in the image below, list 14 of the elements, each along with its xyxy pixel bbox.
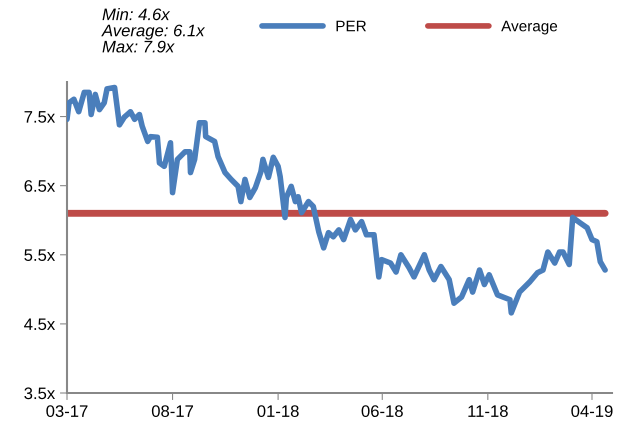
y-tick-label: 4.5x — [24, 318, 56, 330]
x-tick-label: 08-17 — [152, 405, 194, 418]
text: Min: 4.6x Average: 6.1x Max: 7.9x — [101, 8, 206, 53]
y-tick-label: 5.5x — [24, 249, 56, 261]
y-tick-label: 6.5x — [24, 180, 56, 192]
x-tick-label: 04-19 — [571, 405, 613, 418]
x-tick-label: 03-17 — [46, 405, 88, 418]
x-tick-label: 11-18 — [468, 405, 508, 418]
legend-label: PER — [336, 20, 366, 32]
y-tick-label: 7.5x — [24, 111, 56, 123]
legend-label: Average — [501, 20, 558, 34]
x-tick-label: 01-18 — [257, 405, 299, 418]
y-tick-label: 3.5x — [24, 387, 56, 400]
x-tick-label: 06-18 — [362, 405, 403, 418]
